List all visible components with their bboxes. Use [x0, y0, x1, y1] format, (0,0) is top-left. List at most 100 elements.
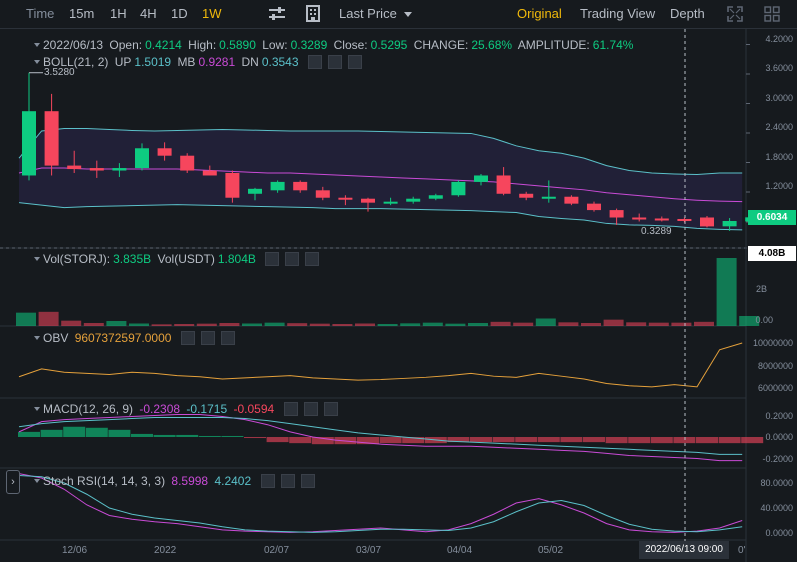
x-label: 05/02: [538, 545, 564, 556]
indicators-icon[interactable]: [306, 5, 320, 22]
close-icon[interactable]: [347, 54, 362, 69]
candle-body: [451, 181, 466, 196]
volume-bar: [38, 311, 59, 326]
macd-histogram-bar: [741, 437, 764, 444]
close-icon[interactable]: [323, 401, 338, 416]
settings-icon[interactable]: [303, 401, 318, 416]
x-label: 2022: [154, 545, 177, 556]
candle-body: [202, 170, 217, 176]
close-icon[interactable]: [220, 330, 235, 345]
boll-up-line: [18, 128, 743, 175]
candle-body: [564, 196, 579, 204]
close-label: Close:: [333, 38, 368, 52]
volume-bar: [355, 323, 375, 326]
volume-legend: Vol(STORJ): 3.835B Vol(USDT) 1.804B: [0, 251, 322, 267]
macd-histogram-bar: [470, 437, 492, 443]
obv-value: 9607372597.0000: [74, 331, 172, 345]
kline-chart[interactable]: [0, 29, 797, 562]
settings-icon[interactable]: [200, 330, 215, 345]
high-value: 0.5890: [219, 38, 256, 52]
grid-layout-icon[interactable]: [764, 6, 780, 22]
candle-body: [632, 217, 647, 220]
candle-body: [609, 210, 624, 218]
macd-histogram-bar: [153, 434, 176, 437]
y-tick: 0.0000: [765, 528, 793, 538]
view-trading-view[interactable]: Trading View: [580, 6, 656, 21]
low-marker: 0.3289: [641, 226, 672, 237]
macd-dif-line: [18, 413, 743, 462]
interval-1d[interactable]: 1D: [171, 6, 188, 21]
volume-bar: [106, 321, 127, 326]
collapse-triangle-icon[interactable]: [34, 42, 40, 47]
macd-histogram-bar: [605, 437, 628, 444]
macd-histogram-bar: [266, 437, 289, 443]
interval-time[interactable]: Time: [26, 6, 55, 21]
x-label: 04/04: [447, 545, 473, 556]
y-tick: 2B: [755, 284, 767, 294]
close-value: 0.5295: [370, 38, 408, 52]
collapse-triangle-icon[interactable]: [34, 406, 40, 411]
y-tick: 6000000: [757, 383, 793, 393]
volume-bar: [535, 318, 556, 326]
price-type-select[interactable]: Last Price: [339, 0, 413, 28]
close-icon[interactable]: [300, 473, 315, 488]
settings-icon[interactable]: [327, 54, 342, 69]
current-price-tag: 0.6034: [748, 210, 796, 225]
settings-sliders-icon[interactable]: [268, 6, 286, 22]
close-icon[interactable]: [305, 251, 320, 266]
candle-body: [338, 197, 353, 200]
macd-dif-value: -0.2308: [139, 402, 181, 416]
hide-eye-icon[interactable]: [260, 473, 275, 488]
volume-bar: [626, 322, 647, 326]
settings-icon[interactable]: [285, 251, 300, 266]
candle-body: [474, 175, 488, 182]
y-tick: 3.6000: [765, 63, 793, 73]
volume-bar: [332, 324, 353, 326]
candle-body: [89, 168, 104, 171]
expand-panel-button[interactable]: ›: [6, 470, 20, 494]
candle-body: [44, 111, 59, 166]
collapse-triangle-icon[interactable]: [34, 478, 40, 483]
view-depth[interactable]: Depth: [670, 6, 705, 21]
interval-4h[interactable]: 4H: [140, 6, 157, 21]
macd-histogram-bar: [379, 437, 402, 444]
interval-1w[interactable]: 1W: [202, 6, 222, 21]
interval-1h[interactable]: 1H: [110, 6, 127, 21]
macd-histogram-bar: [244, 437, 266, 439]
crosshair-time-label: 2022/06/13 09:00: [639, 541, 729, 559]
candle-body: [135, 148, 149, 169]
ohlc-date: 2022/06/13: [43, 38, 104, 52]
macd-histogram-bar: [537, 437, 560, 443]
x-label: 02/07: [264, 545, 290, 556]
stoch-k-line: [18, 473, 743, 533]
hide-eye-icon[interactable]: [283, 401, 298, 416]
collapse-triangle-icon[interactable]: [34, 335, 40, 340]
hide-eye-icon[interactable]: [180, 330, 195, 345]
y-tick: 0.2000: [765, 411, 793, 421]
candle-body: [722, 220, 737, 227]
macd-histogram-bar: [108, 429, 131, 437]
low-value: 0.3289: [290, 38, 328, 52]
candle-body: [587, 203, 601, 211]
boll-up-value: 1.5019: [134, 55, 172, 69]
interval-15m[interactable]: 15m: [69, 6, 95, 21]
collapse-triangle-icon[interactable]: [34, 59, 40, 64]
stoch-d-line: [18, 475, 743, 533]
fullscreen-icon[interactable]: [727, 6, 743, 22]
hide-eye-icon[interactable]: [307, 54, 322, 69]
x-label: 12/06: [62, 545, 88, 556]
boll-dn-value: 0.3543: [261, 55, 299, 69]
y-tick: 0.00: [755, 315, 773, 325]
boll-legend: BOLL(21, 2) UP 1.5019 MB 0.9281 DN 0.3543: [0, 54, 365, 70]
volume-bar: [129, 323, 149, 326]
candle-body: [677, 218, 692, 221]
collapse-triangle-icon[interactable]: [34, 256, 40, 261]
settings-icon[interactable]: [280, 473, 295, 488]
candle-body: [180, 155, 195, 171]
candle-body: [541, 196, 556, 199]
high-label: High:: [188, 38, 217, 52]
vol-value: 3.835B: [113, 252, 152, 266]
volume-bar: [219, 323, 240, 326]
view-original[interactable]: Original: [517, 6, 562, 21]
hide-eye-icon[interactable]: [265, 251, 280, 266]
